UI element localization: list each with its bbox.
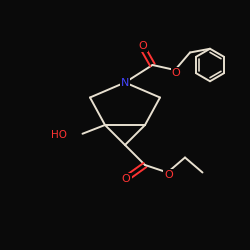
Text: O: O	[164, 170, 173, 180]
Text: O: O	[172, 68, 180, 78]
Text: N: N	[121, 78, 129, 88]
Text: O: O	[138, 41, 147, 51]
Text: HO: HO	[52, 130, 68, 140]
Text: O: O	[122, 174, 130, 184]
